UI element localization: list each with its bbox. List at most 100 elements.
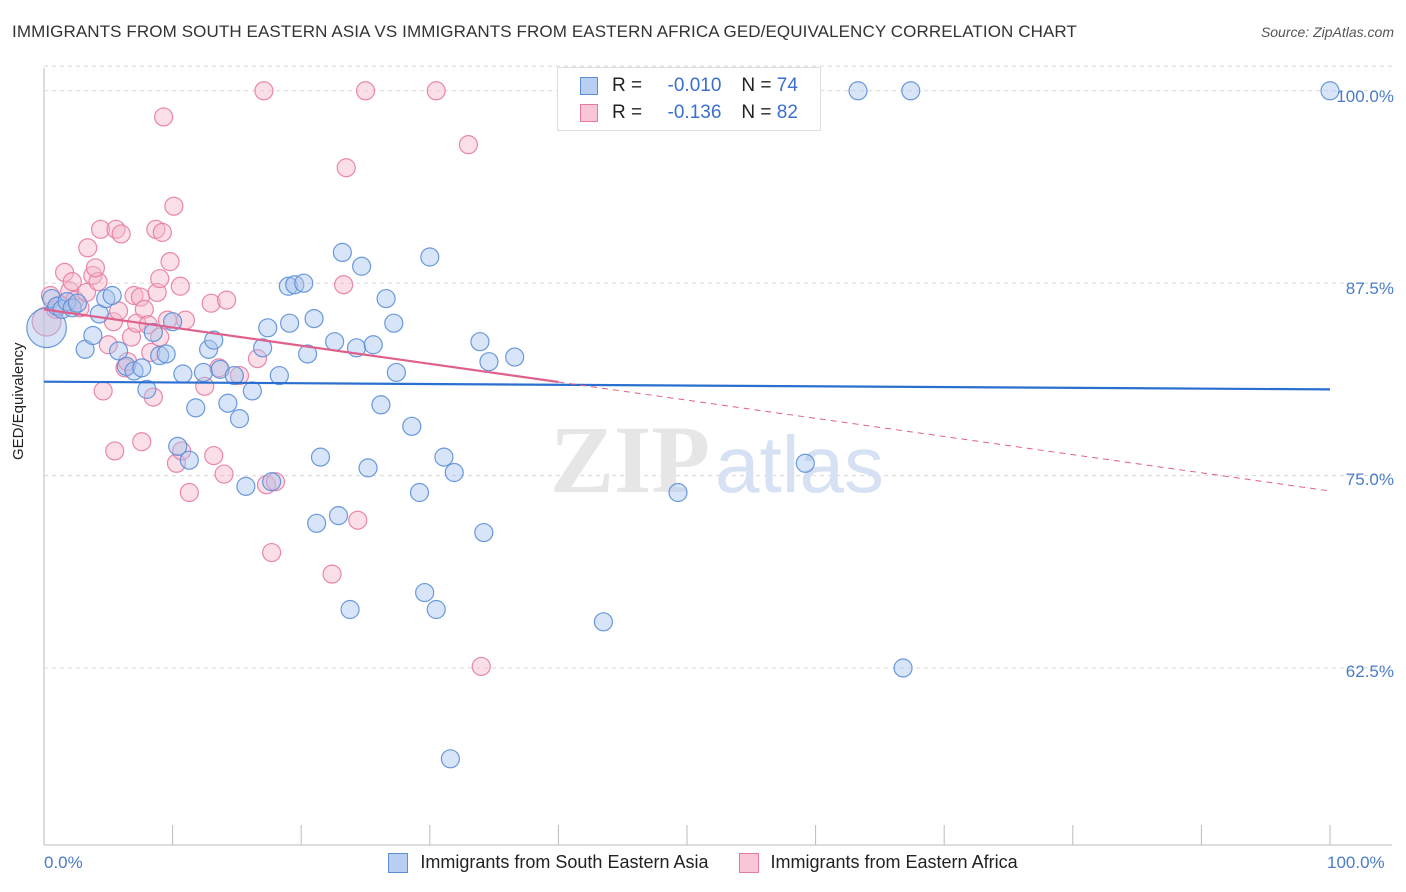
data-point bbox=[278, 276, 298, 296]
legend-row-eastern-africa: R = -0.136 N = 82 bbox=[580, 100, 798, 126]
data-point bbox=[67, 293, 88, 313]
legend-item-south-eastern-asia[interactable]: Immigrants from South Eastern Asia bbox=[388, 852, 709, 873]
data-point bbox=[210, 359, 230, 379]
chart-title: IMMIGRANTS FROM SOUTH EASTERN ASIA VS IM… bbox=[12, 22, 1077, 41]
data-point bbox=[426, 81, 446, 101]
data-point bbox=[893, 658, 913, 678]
data-point bbox=[325, 332, 345, 352]
trend-lines bbox=[43, 308, 1331, 492]
data-point bbox=[229, 365, 250, 386]
trend-line-eastern-africa bbox=[43, 308, 559, 384]
y-tick-label: 62.5% bbox=[1345, 662, 1394, 681]
data-point bbox=[307, 513, 327, 533]
data-point bbox=[1320, 81, 1340, 101]
data-point bbox=[304, 308, 324, 329]
legend-swatch-pink bbox=[580, 104, 598, 122]
series-legend: Immigrants from South Eastern Asia Immig… bbox=[0, 852, 1406, 873]
data-point bbox=[186, 398, 206, 418]
data-point bbox=[214, 464, 234, 484]
data-point bbox=[434, 447, 454, 467]
data-point bbox=[124, 285, 144, 306]
data-point bbox=[355, 81, 376, 101]
data-point bbox=[83, 265, 103, 286]
y-tick-label: 100.0% bbox=[1336, 87, 1394, 106]
r-label: R = bbox=[612, 75, 643, 96]
data-point bbox=[415, 582, 435, 603]
n-value: 82 bbox=[776, 102, 798, 123]
data-point bbox=[254, 81, 274, 101]
data-point bbox=[229, 409, 250, 429]
data-point bbox=[242, 381, 262, 401]
data-point bbox=[199, 339, 219, 359]
data-point bbox=[269, 365, 289, 386]
series-south-eastern-asia-points bbox=[26, 81, 1340, 769]
data-point bbox=[593, 612, 614, 632]
n-value: 74 bbox=[776, 75, 798, 96]
data-point bbox=[479, 352, 499, 372]
data-point bbox=[409, 482, 430, 503]
legend-item-eastern-africa[interactable]: Immigrants from Eastern Africa bbox=[738, 852, 1018, 873]
data-point bbox=[402, 416, 422, 436]
data-point bbox=[179, 482, 199, 503]
data-point bbox=[153, 107, 174, 127]
data-point bbox=[332, 242, 352, 263]
source-label: Source: ZipAtlas.com bbox=[1260, 24, 1394, 40]
data-point bbox=[105, 441, 125, 461]
data-point bbox=[224, 365, 244, 386]
data-point bbox=[173, 364, 193, 384]
legend-label: Immigrants from South Eastern Asia bbox=[420, 852, 709, 872]
data-point bbox=[217, 290, 237, 310]
data-point bbox=[253, 338, 273, 358]
data-point bbox=[164, 196, 184, 216]
data-point bbox=[328, 506, 349, 526]
data-point bbox=[168, 436, 188, 456]
x-tick-label-min: 0.0% bbox=[44, 853, 83, 872]
data-point bbox=[348, 510, 368, 530]
trend-line-eastern-africa-extension bbox=[558, 381, 1331, 492]
data-point bbox=[440, 749, 460, 769]
data-point bbox=[150, 345, 170, 366]
data-point bbox=[62, 272, 82, 292]
data-point bbox=[132, 432, 152, 452]
data-point bbox=[236, 476, 256, 496]
data-point bbox=[247, 349, 268, 369]
legend-row-south-eastern-asia: R = -0.010 N = 74 bbox=[580, 73, 798, 99]
legend-label: Immigrants from Eastern Africa bbox=[770, 852, 1018, 872]
data-point bbox=[470, 332, 490, 352]
data-point bbox=[322, 564, 342, 584]
data-point bbox=[363, 335, 383, 355]
gridlines bbox=[44, 65, 1392, 669]
data-point bbox=[156, 344, 176, 364]
data-point bbox=[179, 450, 199, 470]
x-tick-label-max: 100.0% bbox=[1327, 853, 1385, 872]
data-point bbox=[444, 462, 464, 483]
data-point bbox=[85, 258, 106, 278]
data-point bbox=[160, 252, 180, 272]
data-point bbox=[26, 307, 67, 349]
data-point bbox=[150, 268, 170, 289]
data-point bbox=[426, 599, 446, 620]
data-point bbox=[111, 224, 131, 244]
trend-line-south-eastern-asia bbox=[43, 380, 1331, 391]
data-point bbox=[336, 158, 356, 178]
data-point bbox=[90, 219, 111, 239]
data-point bbox=[420, 247, 440, 267]
data-point bbox=[358, 458, 378, 478]
data-point bbox=[376, 288, 396, 309]
y-tick-label: 87.5% bbox=[1345, 279, 1394, 298]
data-point bbox=[262, 542, 282, 563]
data-point bbox=[137, 379, 157, 399]
stats-legend: R = -0.010 N = 74 R = -0.136 N = 82 bbox=[557, 67, 821, 131]
data-point bbox=[57, 292, 77, 312]
r-label: R = bbox=[612, 102, 643, 123]
data-point bbox=[124, 361, 144, 381]
watermark-zip: ZIP bbox=[550, 406, 710, 513]
n-label: N = bbox=[741, 75, 772, 96]
data-point bbox=[386, 362, 406, 383]
data-point bbox=[93, 381, 113, 401]
legend-swatch-pink bbox=[738, 852, 759, 873]
data-point bbox=[384, 313, 404, 333]
data-point bbox=[102, 285, 122, 306]
data-point bbox=[310, 447, 331, 467]
